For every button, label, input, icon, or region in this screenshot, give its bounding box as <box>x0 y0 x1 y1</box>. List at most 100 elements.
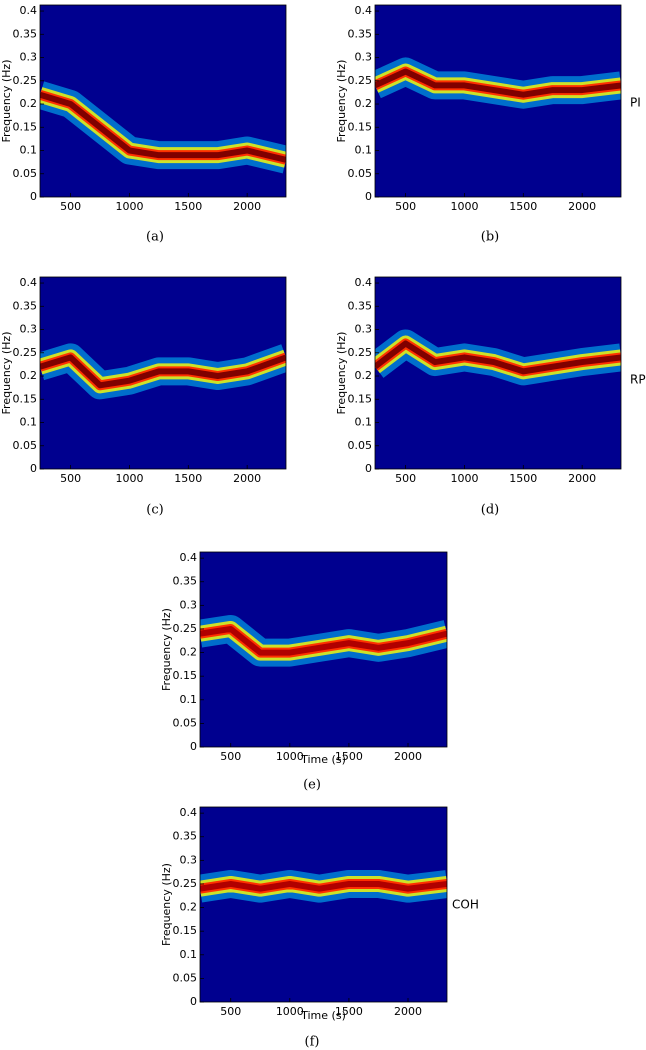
y-tick-label: 0.05 <box>13 439 38 452</box>
x-tick-label: 500 <box>395 472 416 485</box>
x-tick-label: 1000 <box>450 200 478 213</box>
y-tick-label: 0.2 <box>180 646 198 659</box>
y-tick-label: 0.2 <box>20 369 38 382</box>
side-label: COH <box>452 898 479 912</box>
y-tick-label: 0.35 <box>348 27 373 40</box>
y-tick-label: 0 <box>365 190 372 203</box>
caption: (c) <box>146 503 163 518</box>
plot-area <box>200 552 447 747</box>
frame <box>374 4 622 198</box>
y-tick-label: 0.05 <box>13 167 38 180</box>
y-tick-label: 0.4 <box>355 4 373 17</box>
y-tick-label: 0.35 <box>348 299 373 312</box>
x-tick-label: 1500 <box>509 472 537 485</box>
y-tick-label: 0.2 <box>180 901 198 914</box>
frame <box>39 276 287 470</box>
x-tick-label: 500 <box>220 1005 241 1018</box>
y-tick-label: 0.1 <box>20 416 38 429</box>
x-axis-label: Time (s) <box>300 1009 346 1022</box>
y-tick-label: 0 <box>365 462 372 475</box>
x-tick-label: 1500 <box>174 472 202 485</box>
x-tick-label: 500 <box>60 472 81 485</box>
x-tick-label: 1500 <box>509 200 537 213</box>
plot-area <box>375 277 621 469</box>
y-axis-label: Frequency (Hz) <box>0 60 13 143</box>
x-tick-label: 1000 <box>450 472 478 485</box>
frame <box>39 4 287 198</box>
y-tick-label: 0.3 <box>355 51 373 64</box>
x-tick-label: 1000 <box>115 472 143 485</box>
y-tick-label: 0.4 <box>20 4 38 17</box>
y-tick-label: 0.35 <box>173 575 198 588</box>
y-tick-label: 0.3 <box>180 853 198 866</box>
plot-area <box>200 807 447 1002</box>
y-tick-label: 0.15 <box>173 669 198 682</box>
y-tick-label: 0.1 <box>180 693 198 706</box>
y-tick-label: 0.15 <box>13 120 38 133</box>
y-axis-label: Frequency (Hz) <box>335 60 348 143</box>
y-tick-label: 0 <box>30 462 37 475</box>
y-tick-label: 0.35 <box>13 27 38 40</box>
x-tick-label: 500 <box>60 200 81 213</box>
y-tick-label: 0.35 <box>13 299 38 312</box>
y-tick-label: 0.2 <box>355 97 373 110</box>
frame <box>199 806 448 1003</box>
y-tick-label: 0.4 <box>180 806 198 819</box>
side-label: PI <box>630 96 641 110</box>
caption: (a) <box>146 230 164 245</box>
y-tick-label: 0 <box>190 995 197 1008</box>
y-tick-label: 0.4 <box>20 276 38 289</box>
x-tick-label: 1000 <box>276 750 304 763</box>
y-tick-label: 0 <box>190 740 197 753</box>
frame <box>199 551 448 748</box>
y-tick-label: 0.3 <box>20 323 38 336</box>
y-tick-label: 0.3 <box>20 51 38 64</box>
ridge-line <box>200 880 447 892</box>
frame <box>374 276 622 470</box>
y-tick-label: 0.05 <box>348 167 373 180</box>
x-axis-label: Time (s) <box>300 753 346 766</box>
y-tick-label: 0.05 <box>173 716 198 729</box>
y-tick-label: 0.1 <box>20 144 38 157</box>
y-tick-label: 0.15 <box>173 924 198 937</box>
y-tick-label: 0.2 <box>20 97 38 110</box>
plot-area <box>375 5 621 197</box>
y-tick-label: 0.05 <box>348 439 373 452</box>
x-tick-label: 1500 <box>335 1005 363 1018</box>
x-tick-label: 2000 <box>568 472 596 485</box>
plot-area <box>40 277 286 469</box>
y-tick-label: 0 <box>30 190 37 203</box>
y-tick-label: 0.3 <box>180 598 198 611</box>
x-tick-label: 1500 <box>174 200 202 213</box>
caption: (b) <box>481 230 499 245</box>
x-tick-label: 2000 <box>233 472 261 485</box>
y-tick-label: 0.25 <box>173 622 198 635</box>
plot-area <box>40 5 286 197</box>
y-tick-label: 0.1 <box>355 144 373 157</box>
y-tick-label: 0.4 <box>355 276 373 289</box>
y-tick-label: 0.35 <box>173 830 198 843</box>
y-tick-label: 0.25 <box>13 74 38 87</box>
ridge-line <box>40 91 286 163</box>
y-tick-label: 0.25 <box>173 877 198 890</box>
y-tick-label: 0.25 <box>348 346 373 359</box>
ridge-line <box>200 625 447 656</box>
y-tick-label: 0.1 <box>180 948 198 961</box>
x-tick-label: 1500 <box>335 750 363 763</box>
y-tick-label: 0.05 <box>173 971 198 984</box>
background <box>200 807 447 1002</box>
y-axis-label: Frequency (Hz) <box>0 332 13 415</box>
y-tick-label: 0.3 <box>355 323 373 336</box>
x-tick-label: 2000 <box>233 200 261 213</box>
ridge-line <box>375 340 621 375</box>
x-tick-label: 1000 <box>115 200 143 213</box>
x-tick-label: 2000 <box>394 750 422 763</box>
y-tick-label: 0.2 <box>355 369 373 382</box>
y-tick-label: 0.1 <box>355 416 373 429</box>
y-tick-label: 0.15 <box>348 392 373 405</box>
side-label: RP <box>630 373 646 387</box>
y-tick-label: 0.15 <box>13 392 38 405</box>
caption: (f) <box>305 1035 320 1050</box>
caption: (e) <box>303 778 321 793</box>
